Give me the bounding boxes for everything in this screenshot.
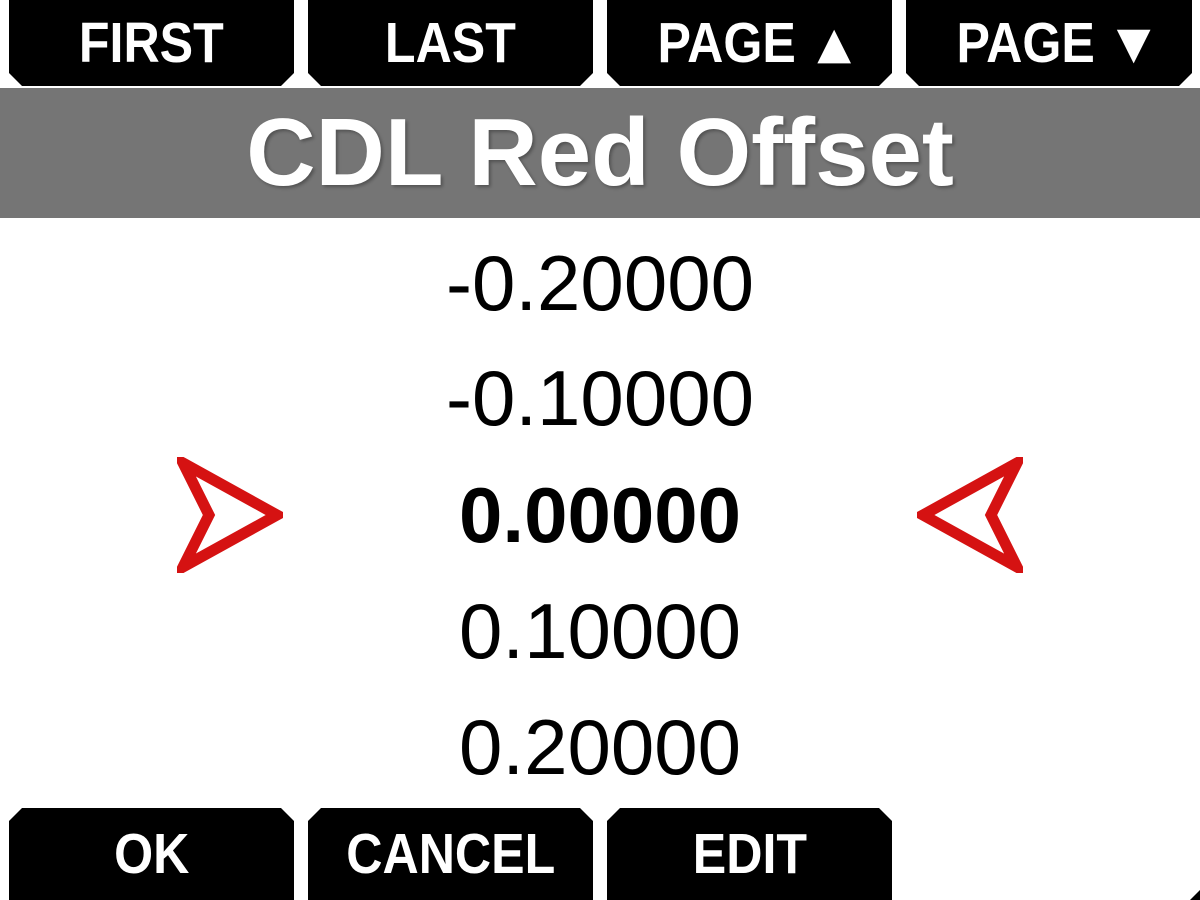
- list-item-1[interactable]: -0.10000: [446, 354, 754, 442]
- ok-button-label: OK: [113, 822, 190, 886]
- header-bar: CDL Red Offset: [0, 88, 1200, 218]
- page-up-icon: ▲: [817, 18, 852, 69]
- edit-button[interactable]: EDIT: [607, 808, 892, 900]
- last-button-label: LAST: [385, 11, 516, 75]
- page-title: CDL Red Offset: [246, 99, 954, 206]
- page-down-icon: ▼: [1116, 18, 1151, 69]
- ok-button[interactable]: OK: [9, 808, 294, 900]
- list-item-selected[interactable]: 0.00000: [459, 471, 741, 559]
- page-up-button[interactable]: PAGE ▲: [607, 0, 892, 86]
- cancel-button-label: CANCEL: [346, 822, 555, 886]
- list-item-3[interactable]: 0.10000: [459, 587, 741, 675]
- selection-arrow-left-icon: [177, 457, 283, 573]
- selection-arrow-right-icon: [917, 457, 1023, 573]
- last-button[interactable]: LAST: [308, 0, 593, 86]
- first-button-label: FIRST: [79, 11, 224, 75]
- list-item-0[interactable]: -0.20000: [446, 239, 754, 327]
- edit-button-label: EDIT: [692, 822, 807, 886]
- cancel-button[interactable]: CANCEL: [308, 808, 593, 900]
- page-up-button-label: PAGE: [657, 11, 796, 75]
- page-down-button[interactable]: PAGE ▼: [906, 0, 1192, 86]
- first-button[interactable]: FIRST: [9, 0, 294, 86]
- page-down-button-label: PAGE: [956, 11, 1096, 75]
- screen-corner-artifact: [1190, 890, 1200, 900]
- list-item-4[interactable]: 0.20000: [459, 703, 741, 791]
